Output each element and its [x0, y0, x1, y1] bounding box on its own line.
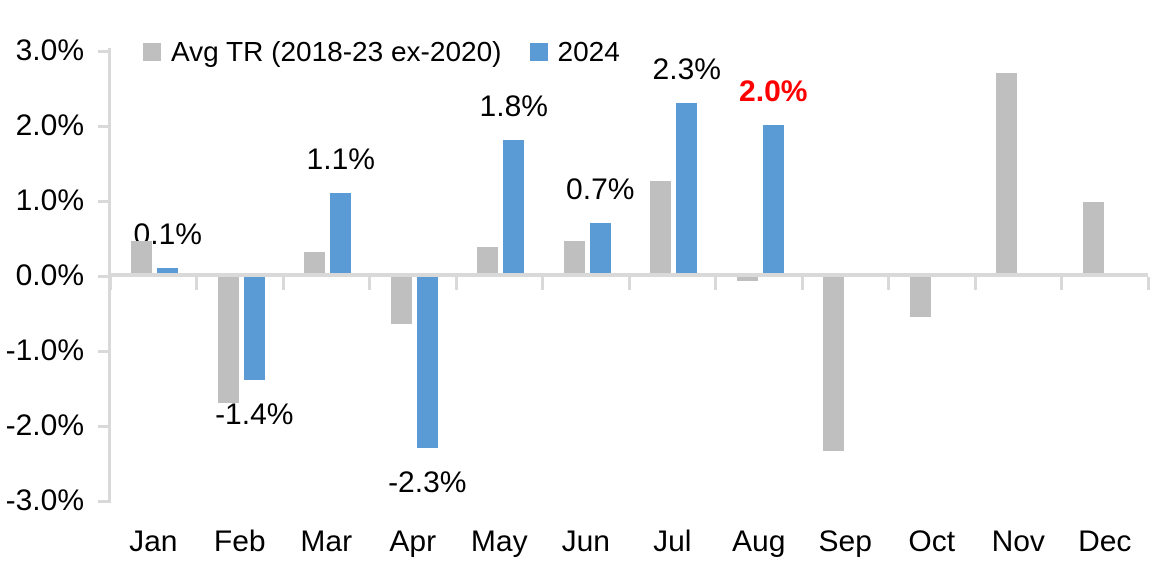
bar-avg-apr — [390, 275, 412, 324]
data-label-apr: -2.3% — [388, 465, 467, 499]
data-label-may: 1.8% — [479, 90, 548, 123]
y-tick — [98, 200, 108, 203]
x-tick-label-jan: Jan — [129, 525, 178, 558]
x-tick-label-sep: Sep — [818, 525, 872, 558]
bar-s2024-apr — [416, 275, 438, 448]
y-tick — [98, 275, 108, 278]
bar-avg-feb — [217, 275, 239, 403]
bar-avg-aug — [736, 275, 758, 281]
legend-swatch-avg-tr-icon — [143, 43, 161, 61]
x-tick — [281, 277, 285, 290]
x-tick-label-mar: Mar — [300, 525, 353, 558]
bar-s2024-jul — [676, 102, 698, 275]
x-tick — [108, 277, 112, 290]
x-tick-label-feb: Feb — [213, 525, 266, 558]
data-label-jul: 2.3% — [652, 52, 721, 86]
x-tick — [973, 277, 977, 290]
x-tick-label-jul: Jul — [653, 525, 692, 558]
bar-s2024-mar — [330, 192, 352, 275]
bar-s2024-feb — [243, 275, 265, 380]
bar-avg-nov — [996, 72, 1018, 275]
bar-avg-sep — [823, 275, 845, 452]
bar-avg-jan — [131, 241, 153, 275]
data-label-jan: 0.1% — [133, 217, 202, 251]
y-tick-label-2.0%: 2.0% — [15, 109, 84, 142]
y-tick — [98, 125, 108, 128]
x-tick — [627, 277, 631, 290]
data-label-jun: 0.7% — [566, 172, 635, 206]
x-tick-label-oct: Oct — [908, 525, 956, 558]
y-tick-label--2.0%: -2.0% — [5, 409, 84, 442]
bar-s2024-jun — [589, 222, 611, 275]
bar-avg-oct — [909, 275, 931, 317]
x-tick-label-may: May — [470, 525, 528, 558]
data-label-aug: 2.0% — [739, 75, 808, 108]
legend-item-avg-tr: Avg TR (2018-23 ex-2020) — [143, 36, 502, 68]
y-tick-label-1.0%: 1.0% — [15, 184, 84, 217]
x-tick — [368, 277, 371, 290]
bar-avg-dec — [1082, 202, 1104, 275]
x-tick — [714, 277, 717, 290]
chart-legend: Avg TR (2018-23 ex-2020) 2024 — [143, 36, 620, 68]
y-tick — [98, 425, 108, 428]
y-tick-label--1.0%: -1.0% — [5, 334, 84, 367]
bar-s2024-jan — [157, 267, 179, 275]
legend-label-avg-tr: Avg TR (2018-23 ex-2020) — [171, 36, 502, 67]
y-tick — [98, 350, 108, 353]
x-tick — [195, 277, 198, 290]
data-label-feb: -1.4% — [215, 398, 294, 431]
x-tick — [887, 277, 890, 290]
x-tick-label-nov: Nov — [991, 525, 1045, 558]
bar-s2024-aug — [762, 125, 784, 275]
legend-item-2024: 2024 — [529, 36, 620, 68]
y-axis-line — [108, 48, 111, 503]
y-tick-label-3.0%: 3.0% — [15, 34, 84, 67]
x-tick-label-dec: Dec — [1078, 525, 1132, 558]
data-label-mar: 1.1% — [306, 142, 375, 176]
y-tick-label--3.0%: -3.0% — [5, 484, 84, 517]
x-tick — [1146, 277, 1150, 290]
bar-avg-may — [477, 247, 499, 275]
legend-label-2024: 2024 — [557, 36, 620, 67]
bar-avg-jun — [563, 240, 585, 275]
x-tick-label-apr: Apr — [389, 525, 437, 558]
bar-s2024-may — [503, 140, 525, 275]
y-tick — [98, 500, 108, 503]
x-tick — [800, 277, 804, 290]
x-tick — [454, 277, 458, 290]
x-tick-label-aug: Aug — [732, 525, 786, 558]
y-tick-label-0.0%: 0.0% — [15, 259, 84, 292]
bar-avg-mar — [304, 251, 326, 275]
x-tick-label-jun: Jun — [561, 525, 610, 558]
x-tick — [541, 277, 544, 290]
bar-avg-jul — [650, 181, 672, 275]
y-tick — [98, 50, 108, 53]
legend-swatch-2024-icon — [529, 43, 548, 61]
x-tick — [1060, 277, 1063, 290]
x-axis-line — [110, 273, 1148, 277]
